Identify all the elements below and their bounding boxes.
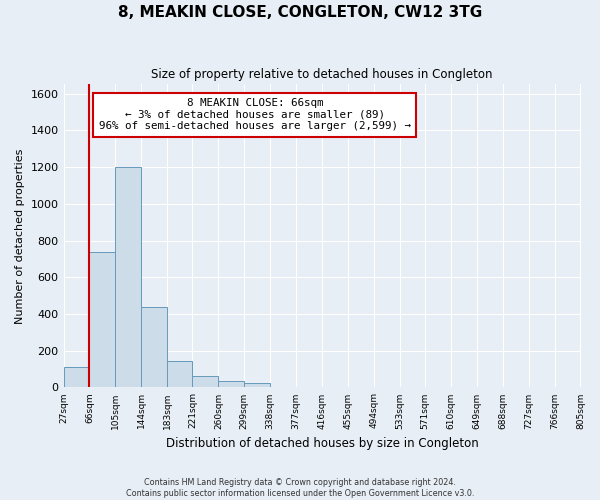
Title: Size of property relative to detached houses in Congleton: Size of property relative to detached ho… [151,68,493,80]
Bar [244,383,270,388]
Bar [167,361,193,388]
Text: Contains HM Land Registry data © Crown copyright and database right 2024.
Contai: Contains HM Land Registry data © Crown c… [126,478,474,498]
Bar [64,367,89,388]
Bar [89,252,115,388]
Bar [218,381,244,388]
X-axis label: Distribution of detached houses by size in Congleton: Distribution of detached houses by size … [166,437,478,450]
Bar [193,376,218,388]
Bar [141,306,167,388]
Text: 8 MEAKIN CLOSE: 66sqm
← 3% of detached houses are smaller (89)
96% of semi-detac: 8 MEAKIN CLOSE: 66sqm ← 3% of detached h… [99,98,411,132]
Y-axis label: Number of detached properties: Number of detached properties [15,148,25,324]
Bar [115,167,141,388]
Text: 8, MEAKIN CLOSE, CONGLETON, CW12 3TG: 8, MEAKIN CLOSE, CONGLETON, CW12 3TG [118,5,482,20]
